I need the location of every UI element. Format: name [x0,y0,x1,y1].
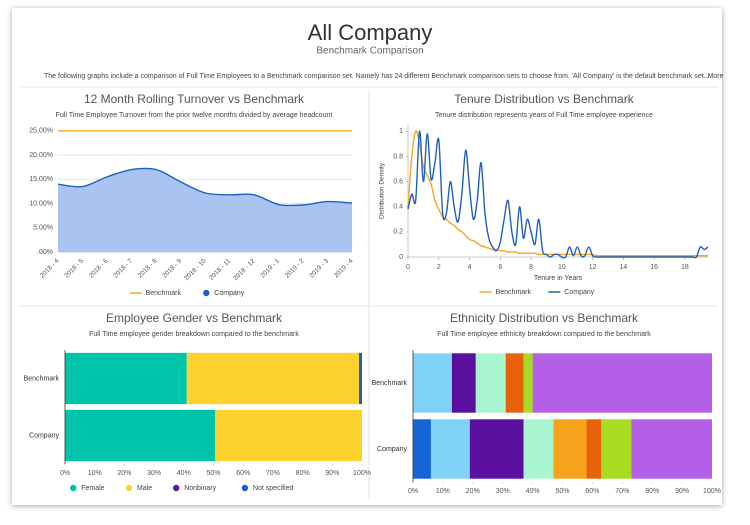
x-tick-label: 70% [266,470,280,477]
x-tick-label: 60% [585,488,599,495]
bar-segment [523,353,533,413]
x-tick-label: 40% [526,488,540,495]
legend-label: Male [137,485,152,492]
chart-subtitle: Full Time Employee Turnover from the pri… [56,112,333,119]
x-tick-label: 0% [60,470,70,477]
y-tick-label: .00% [37,249,53,256]
bar-segment [631,419,712,479]
y-tick-label: 0.8 [393,153,403,160]
legend-swatch [173,484,180,492]
x-tick-label: 30% [147,470,161,477]
bar-segment [586,419,602,479]
x-tick-label: 100% [703,488,721,495]
legend-label: Benchmark [496,289,532,296]
y-axis-label: Distribution Density [379,162,386,219]
y-tick-label: 1 [399,128,403,135]
x-tick-label: 14 [619,264,627,271]
x-tick-label: 2 [437,264,441,271]
legend-swatch [125,484,133,492]
legend-label: Company [564,289,594,296]
bar-segment [413,419,431,479]
legend-label: Company [214,290,244,297]
bar-segment [65,409,215,462]
area-fill [58,168,352,252]
chart-subtitle: Full Time employee gender breakdown comp… [89,331,299,338]
legend-label: Benchmark [146,290,182,297]
x-tick-label: 18 [681,264,689,271]
x-tick-label: 60% [236,470,250,477]
legend-swatch [203,289,210,297]
x-tick-label: 70% [615,488,629,495]
chart-subtitle: Tenure distribution represents years of … [435,112,653,119]
y-tick-label: 15.00% [29,176,53,183]
x-tick-label: 50% [555,488,569,495]
x-tick-label: 20% [117,470,131,477]
bar-segment [469,419,524,479]
y-tick-label: Benchmark [372,380,408,387]
y-tick-label: Company [29,432,59,439]
chart-title: Ethnicity Distribution vs Benchmark [450,311,639,325]
series-line [57,167,353,207]
x-tick-label: 8 [529,264,533,271]
page-subtitle: Benchmark Comparison [316,46,423,57]
legend-label: Not specified [253,485,294,492]
bar-segment [65,352,187,405]
bar-segment [601,419,632,479]
x-tick-label: 16 [650,264,658,271]
chart-title: 12 Month Rolling Turnover vs Benchmark [84,92,305,106]
y-tick-label: 20.00% [29,152,53,159]
chart-title: Employee Gender vs Benchmark [106,311,283,325]
x-tick-label: 50% [206,470,220,477]
x-tick-label: 0 [406,264,410,271]
x-tick-label: 30% [496,488,510,495]
y-tick-label: Company [377,446,407,453]
legend-label: Nonbinary [184,485,216,492]
x-tick-label: 90% [325,470,339,477]
y-tick-label: 0.4 [393,204,403,211]
bar-segment [359,352,362,405]
x-tick-label: 100% [353,470,371,477]
bar-segment [430,419,470,479]
x-tick-label: 80% [296,470,310,477]
y-tick-label: 25.00% [29,128,53,135]
x-tick-label: 10 [558,264,566,271]
chart-title: Tenure Distribution vs Benchmark [454,92,634,106]
x-tick-label: 6 [498,264,502,271]
y-tick-label: 0.2 [393,229,403,236]
x-tick-label: 80% [645,488,659,495]
legend-swatch [70,484,77,492]
bar-segment [214,409,362,462]
bar-segment [532,353,712,413]
bar-segment [359,352,360,405]
x-tick-label: 12 [589,264,597,271]
x-tick-label: 40% [177,470,191,477]
series-line [407,130,709,259]
bar-segment [505,353,524,413]
x-tick-label: 90% [675,488,689,495]
y-tick-label: 0.6 [393,178,403,185]
x-axis-label: Tenure in Years [534,275,583,282]
bar-segment [553,419,587,479]
bar-segment [186,352,360,405]
bar-segment [451,353,476,413]
chart-subtitle: Full Time employee ethnicity breakdown c… [437,331,651,338]
x-tick-label: 20% [466,488,480,495]
x-tick-label: 10% [88,470,102,477]
y-tick-label: Benchmark [24,375,60,382]
x-tick-label: 0% [408,488,418,495]
more-link[interactable]: ... [704,73,710,80]
legend-swatch [241,484,249,492]
y-tick-label: 5.00% [33,225,53,232]
bar-segment [475,353,506,413]
description: The following graphs include a compariso… [44,73,724,80]
x-tick-label: 4 [468,264,472,271]
bar-segment [523,419,554,479]
x-tick-label: 10% [436,488,450,495]
y-tick-label: 10.00% [29,200,53,207]
legend-label: Female [81,485,104,492]
bar-segment [413,353,452,413]
page-title: All Company [308,20,433,45]
y-tick-label: 0 [399,254,403,261]
